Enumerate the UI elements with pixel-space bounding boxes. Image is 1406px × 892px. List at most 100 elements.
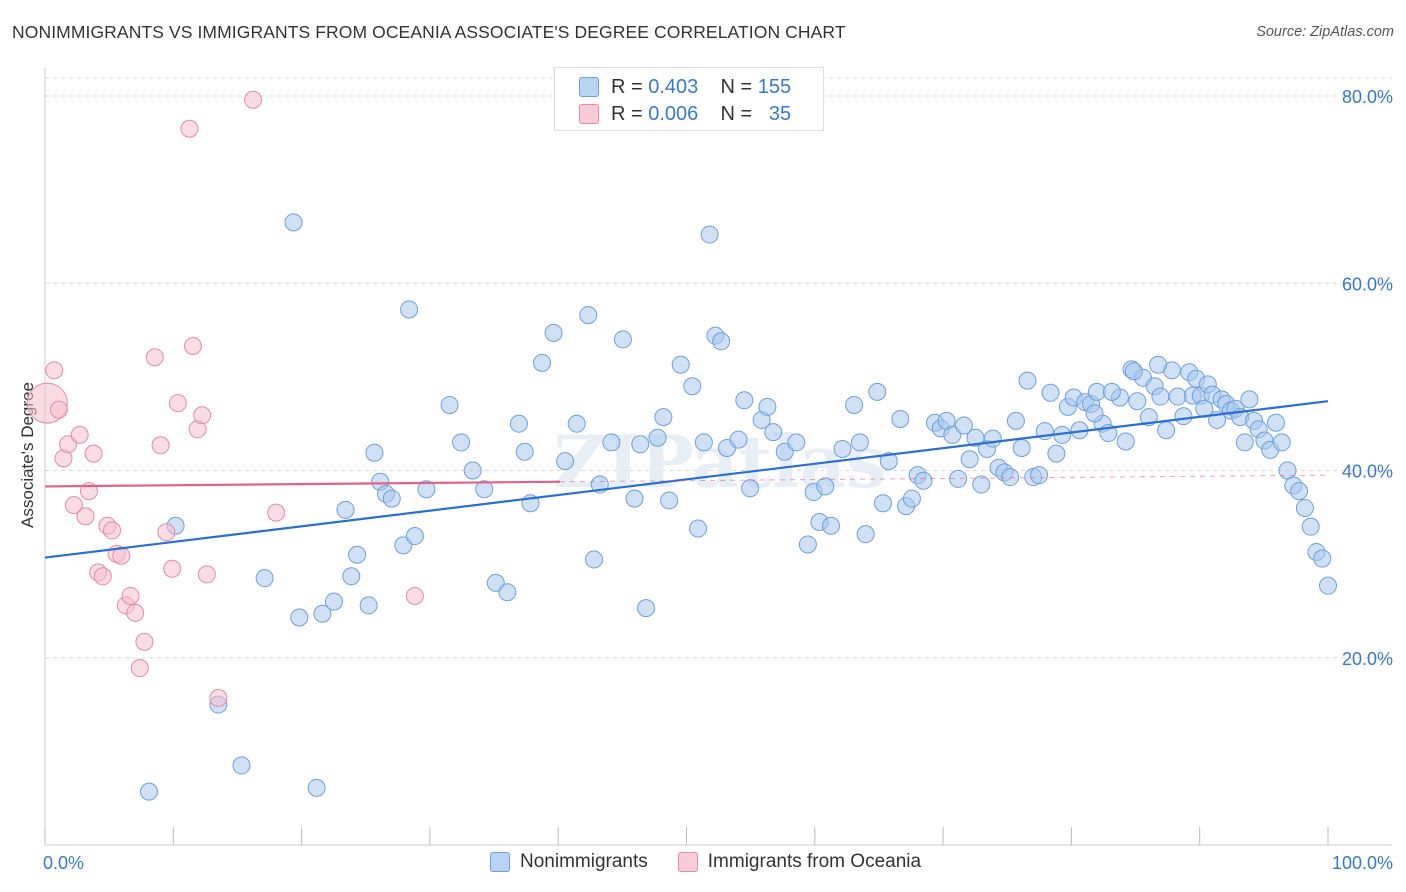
data-point-nonimmigrants [1012, 439, 1031, 458]
data-point-oceania [244, 90, 263, 109]
data-point-nonimmigrants [972, 475, 991, 494]
legend-r-value: 0.006 [648, 102, 699, 125]
data-point-nonimmigrants [324, 592, 343, 611]
legend-n-label: N = [720, 75, 753, 98]
correlation-legend: R = 0.403 N = 155 R = 0.006 N = 35 [554, 67, 824, 131]
legend-swatch-pink [579, 104, 599, 124]
data-point-nonimmigrants [983, 429, 1002, 448]
data-point-nonimmigrants [873, 494, 892, 513]
data-point-nonimmigrants [400, 300, 419, 319]
legend-r-value: 0.403 [648, 75, 699, 98]
data-point-oceania [183, 336, 202, 355]
data-point-nonimmigrants [365, 443, 384, 462]
data-point-nonimmigrants [613, 330, 632, 349]
data-point-nonimmigrants [567, 414, 586, 433]
data-point-nonimmigrants [1124, 362, 1143, 381]
legend-label: Nonimmigrants [520, 851, 648, 872]
data-point-nonimmigrants [1139, 408, 1158, 427]
data-point-nonimmigrants [579, 306, 598, 325]
legend-r-label: R = [611, 102, 643, 125]
data-point-nonimmigrants [798, 535, 817, 554]
tick-labels: 20.0% 40.0% 60.0% 80.0% 0.0% 100.0% [43, 87, 1393, 873]
data-point-oceania [180, 119, 199, 138]
chart-title: NONIMMIGRANTS VS IMMIGRANTS FROM OCEANIA… [12, 22, 846, 42]
data-point-nonimmigrants [440, 395, 459, 414]
data-point-nonimmigrants [1295, 498, 1314, 517]
legend-n-label: N = [720, 102, 753, 125]
data-point-nonimmigrants [336, 500, 355, 519]
data-point-oceania [93, 567, 112, 586]
data-point-nonimmigrants [949, 469, 968, 488]
data-point-oceania [193, 406, 212, 425]
data-point-nonimmigrants [891, 410, 910, 429]
data-point-nonimmigrants [960, 450, 979, 469]
y-tick-label: 20.0% [1342, 649, 1393, 669]
data-point-nonimmigrants [463, 461, 482, 480]
data-point-nonimmigrants [625, 489, 644, 508]
series-nonimmigrants [140, 213, 1337, 801]
data-point-nonimmigrants [787, 433, 806, 452]
chart-source: Source: ZipAtlas.com [1256, 24, 1394, 40]
legend-swatch-blue [490, 852, 510, 872]
y-tick-label: 60.0% [1342, 274, 1393, 294]
data-point-oceania [76, 507, 95, 526]
data-point-nonimmigrants [735, 391, 754, 410]
data-point-nonimmigrants [954, 416, 973, 435]
data-point-nonimmigrants [1085, 404, 1104, 423]
data-point-nonimmigrants [683, 377, 702, 396]
data-point-nonimmigrants [284, 213, 303, 232]
data-point-oceania [267, 503, 286, 522]
legend-item-nonimmigrants: Nonimmigrants [490, 851, 648, 873]
data-point-nonimmigrants [417, 480, 436, 499]
data-point-nonimmigrants [856, 525, 875, 544]
data-point-nonimmigrants [758, 397, 777, 416]
data-point-nonimmigrants [902, 489, 921, 508]
data-point-oceania [70, 425, 89, 444]
data-point-nonimmigrants [712, 332, 731, 351]
data-point-nonimmigrants [1319, 576, 1337, 595]
data-point-oceania [157, 523, 176, 542]
data-point-oceania [168, 394, 187, 413]
data-point-nonimmigrants [1030, 466, 1049, 485]
data-point-nonimmigrants [544, 323, 563, 342]
data-point-oceania [121, 586, 140, 605]
data-point-nonimmigrants [342, 567, 361, 586]
legend-row-nonimmigrants: R = 0.403 N = 155 [579, 74, 791, 100]
data-point-oceania [405, 586, 424, 605]
data-point-nonimmigrants [1157, 421, 1176, 440]
data-point-nonimmigrants [1240, 390, 1259, 409]
data-point-nonimmigrants [850, 433, 869, 452]
data-point-nonimmigrants [1087, 382, 1106, 401]
data-point-oceania [197, 565, 216, 584]
legend-n-value: 155 [757, 75, 792, 98]
data-point-oceania [64, 496, 83, 515]
data-point-nonimmigrants [879, 452, 898, 471]
data-point-nonimmigrants [509, 414, 528, 433]
axes [44, 68, 1392, 846]
legend-row-oceania: R = 0.006 N = 35 [579, 101, 791, 127]
data-point-oceania [84, 444, 103, 463]
data-point-nonimmigrants [1301, 517, 1320, 536]
data-point-nonimmigrants [654, 408, 673, 427]
data-point-nonimmigrants [1278, 461, 1297, 480]
data-point-nonimmigrants [914, 471, 933, 490]
data-point-nonimmigrants [140, 782, 159, 801]
data-point-nonimmigrants [671, 355, 690, 374]
data-point-nonimmigrants [290, 608, 309, 627]
data-point-oceania [145, 348, 164, 367]
data-point-nonimmigrants [498, 583, 517, 602]
data-point-nonimmigrants [660, 491, 679, 510]
data-point-nonimmigrants [232, 756, 251, 775]
legend-r-label: R = [611, 75, 643, 98]
series-legend: Nonimmigrants Immigrants from Oceania [490, 851, 951, 873]
data-point-nonimmigrants [1116, 432, 1135, 451]
data-point-nonimmigrants [1174, 407, 1193, 426]
data-point-nonimmigrants [1047, 444, 1066, 463]
data-point-nonimmigrants [816, 477, 835, 496]
data-point-oceania [45, 361, 64, 380]
data-point-nonimmigrants [648, 428, 667, 447]
data-point-nonimmigrants [405, 527, 424, 546]
data-point-nonimmigrants [1313, 549, 1332, 568]
data-point-oceania [103, 521, 122, 540]
